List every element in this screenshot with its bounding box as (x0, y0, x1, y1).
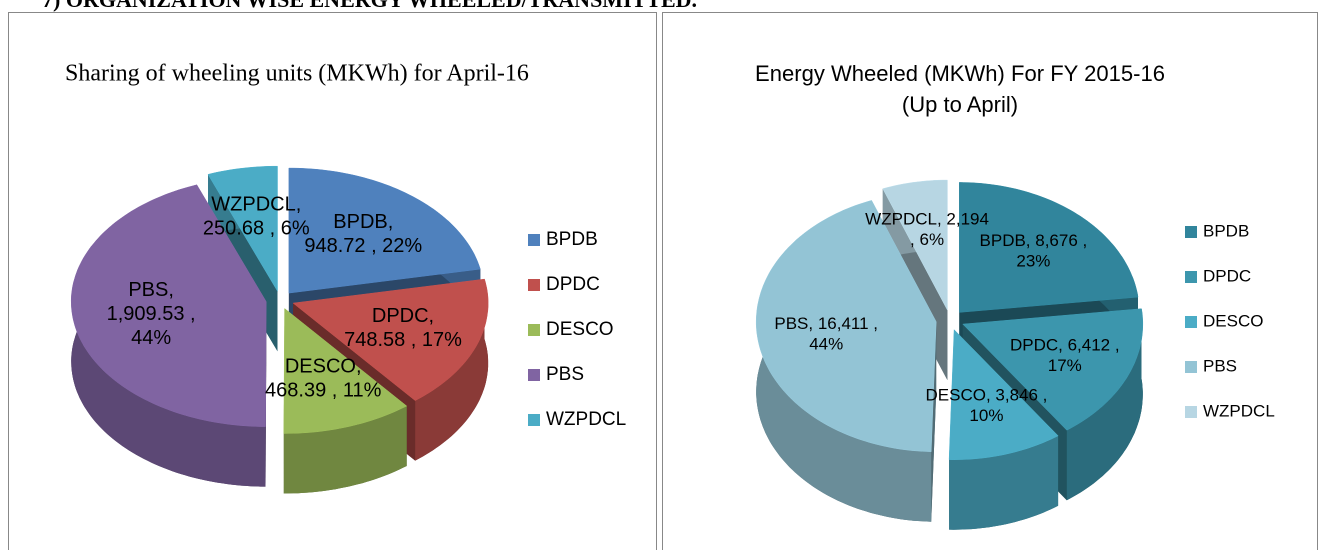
slice-top (292, 278, 489, 401)
legend-label: PBS (1203, 356, 1237, 375)
legend-label: DPDC (546, 274, 600, 295)
data-label-line: BPDB, 8,676 , (980, 231, 1088, 250)
slice-side (415, 279, 489, 461)
legend-swatch (528, 414, 540, 426)
legend-label: WZPDCL (546, 409, 626, 430)
legend-swatch (528, 369, 540, 381)
data-label-line: 23% (1016, 252, 1050, 271)
legend-swatch (528, 324, 540, 336)
chart-frame (8, 12, 657, 550)
slice-side (949, 435, 1059, 530)
legend-label: DESCO (546, 319, 614, 340)
data-label: DESCO, 3,846 , 10% (925, 386, 1047, 425)
slice-side (1066, 308, 1143, 501)
chart-title: Energy Wheeled (MKWh) For FY 2015-16 (755, 61, 1165, 86)
legend-label: WZPDCL (1203, 401, 1275, 420)
slice-top (755, 200, 937, 452)
pie-slice (755, 200, 937, 522)
legend-label: DESCO (1203, 311, 1263, 330)
data-label-line: DPDC, 6,412 , (1010, 336, 1120, 355)
heading: 7) ORGANIZATION WISE ENERGY WHEELED/TRAN… (42, 0, 697, 12)
slice-top (882, 179, 948, 311)
legend-label: PBS (546, 364, 584, 385)
legend-swatch (1185, 226, 1197, 238)
pie-slice (70, 184, 267, 487)
data-label-line: , 6% (910, 230, 944, 249)
slice-top (207, 165, 278, 293)
data-label-line: 1,909.53 , (107, 303, 196, 325)
data-label-line: 17% (1048, 357, 1082, 376)
legend-swatch (1185, 271, 1197, 283)
data-label-line: 44% (131, 327, 171, 349)
legend-swatch (528, 234, 540, 246)
data-label-line: PBS, (128, 279, 174, 301)
data-label: WZPDCL, 250.68 , 6% (203, 194, 310, 240)
data-label: WZPDCL, 2,194, 6% (865, 210, 989, 249)
legend-swatch (1185, 316, 1197, 328)
data-label-line: 44% (809, 335, 843, 354)
data-label: DPDC, 6,412 , 17% (1010, 336, 1120, 375)
slice-top (283, 307, 408, 434)
data-label: BPDB, 8,676 , 23% (980, 231, 1088, 270)
legend-label: BPDB (1203, 221, 1249, 240)
chart-title: Sharing of wheeling units (MKWh) for Apr… (65, 61, 529, 87)
data-label-line: 468.39 , 11% (265, 380, 382, 402)
pie-slice (283, 307, 408, 494)
data-label-line: DESCO, (285, 356, 362, 378)
slice-top (959, 182, 1139, 313)
slice-top (948, 329, 1059, 460)
chart-subtitle: (Up to April) (902, 92, 1018, 117)
data-label-line: BPDB, (333, 211, 393, 233)
slice-side (283, 406, 407, 494)
data-label-line: 748.58 , 17% (344, 329, 462, 351)
data-label: BPDB, 948.72 , 22% (304, 211, 422, 257)
legend-swatch (528, 279, 540, 291)
data-label-line: PBS, 16,411 , (774, 315, 878, 334)
legend-swatch (1185, 406, 1197, 418)
chart-frame (662, 12, 1318, 550)
data-label-line: 948.72 , 22% (304, 235, 422, 257)
data-label-line: DPDC, (372, 305, 434, 327)
data-label-line: WZPDCL, 2,194 (865, 210, 989, 229)
legend-label: BPDB (546, 229, 598, 250)
data-label-line: DESCO, 3,846 , (925, 386, 1047, 405)
legend-label: DPDC (1203, 266, 1251, 285)
data-label-line: 250.68 , 6% (203, 218, 310, 240)
data-label-line: 10% (969, 406, 1003, 425)
data-label: DESCO, 468.39 , 11% (265, 356, 382, 402)
data-label: PBS, 16,411 , 44% (774, 315, 878, 354)
data-label: DPDC, 748.58 , 17% (344, 305, 462, 351)
pie-slice (948, 329, 1059, 530)
data-label-line: WZPDCL, (211, 194, 301, 216)
slice-top (70, 184, 267, 427)
slice-top (962, 308, 1144, 431)
legend-swatch (1185, 361, 1197, 373)
data-label: PBS, 1,909.53 , 44% (107, 279, 196, 349)
slice-top (288, 167, 481, 294)
